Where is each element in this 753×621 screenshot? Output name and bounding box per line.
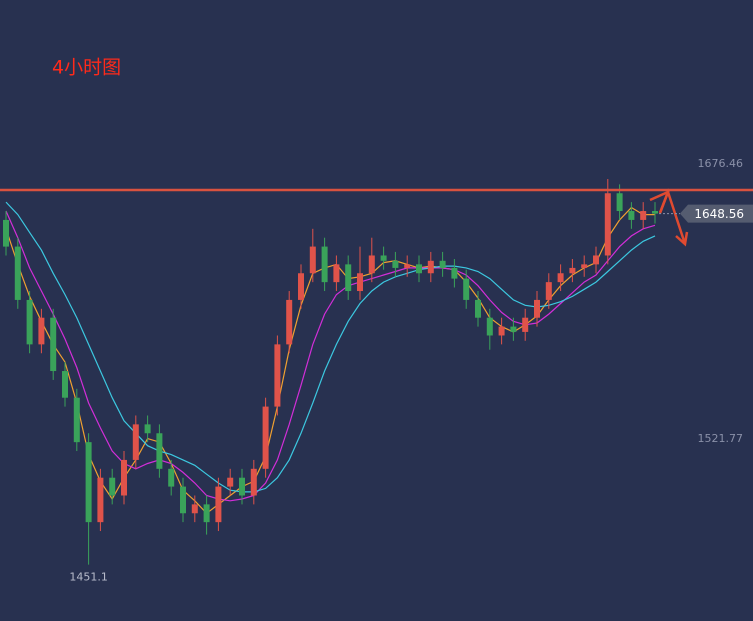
candle-body [545, 282, 552, 300]
candle-body [309, 246, 316, 274]
candle-body [534, 299, 540, 318]
candle-body [85, 442, 92, 523]
candle-body [262, 406, 269, 469]
candle-body [581, 264, 588, 268]
candle-body [26, 299, 33, 345]
moving-average [5, 210, 656, 502]
price-tag [680, 204, 753, 223]
candle-body [628, 211, 635, 220]
candle-body [203, 504, 210, 523]
candle-body [486, 317, 493, 336]
candle-body [121, 459, 127, 496]
chart-title: 4小时图 [52, 57, 121, 79]
candle-body [215, 486, 222, 523]
candle-body [227, 477, 234, 487]
candle-body [73, 397, 80, 443]
candle-body [3, 219, 9, 247]
candle-body [416, 264, 422, 274]
candle-body [357, 273, 363, 292]
y-tick-label: 1676.46 [698, 157, 744, 170]
candle-body [156, 433, 163, 469]
candle-body [463, 278, 470, 300]
candle-body [392, 260, 399, 268]
candle-body [14, 246, 21, 300]
candle-body [451, 267, 458, 279]
candle-body [180, 486, 186, 514]
candle-body [298, 273, 304, 300]
candle-body [652, 211, 658, 214]
candle-body [380, 255, 387, 261]
candle-body [97, 477, 104, 523]
candle-body [286, 299, 293, 345]
plot: 1676.46 1521.77 1451.1 [3, 157, 743, 584]
candle-body [321, 246, 328, 283]
candle-body [604, 193, 611, 256]
arrow [649, 189, 671, 214]
candle-body [475, 299, 481, 318]
candle-body [427, 260, 434, 274]
candle-body [274, 344, 281, 407]
candle-body [168, 468, 175, 487]
candle-body [557, 273, 564, 283]
candle-body [593, 255, 599, 265]
moving-average [5, 201, 656, 493]
candle-body [38, 317, 45, 345]
candle-body [345, 264, 352, 292]
candle-body [522, 317, 529, 332]
candle-body [333, 264, 340, 283]
candle-body [368, 255, 375, 274]
candle-body [640, 211, 647, 220]
candle-body [239, 477, 245, 496]
candle-body [439, 260, 446, 268]
low-label: 1451.1 [69, 571, 108, 584]
candle-body [144, 424, 151, 434]
price-tag-label: 1648.56 [694, 207, 744, 221]
candle-body [510, 326, 517, 332]
candle-body [132, 424, 139, 460]
candle-body [50, 317, 57, 372]
candle-body [62, 371, 68, 398]
y-tick-label: 1521.77 [698, 432, 744, 445]
candle-body [498, 326, 505, 336]
candle-body [109, 477, 116, 496]
candle-body [250, 468, 257, 496]
candle-body [191, 504, 198, 514]
candle-body [616, 193, 623, 212]
candle-body [404, 264, 411, 268]
arrow [675, 231, 689, 247]
candle-body [569, 267, 576, 274]
